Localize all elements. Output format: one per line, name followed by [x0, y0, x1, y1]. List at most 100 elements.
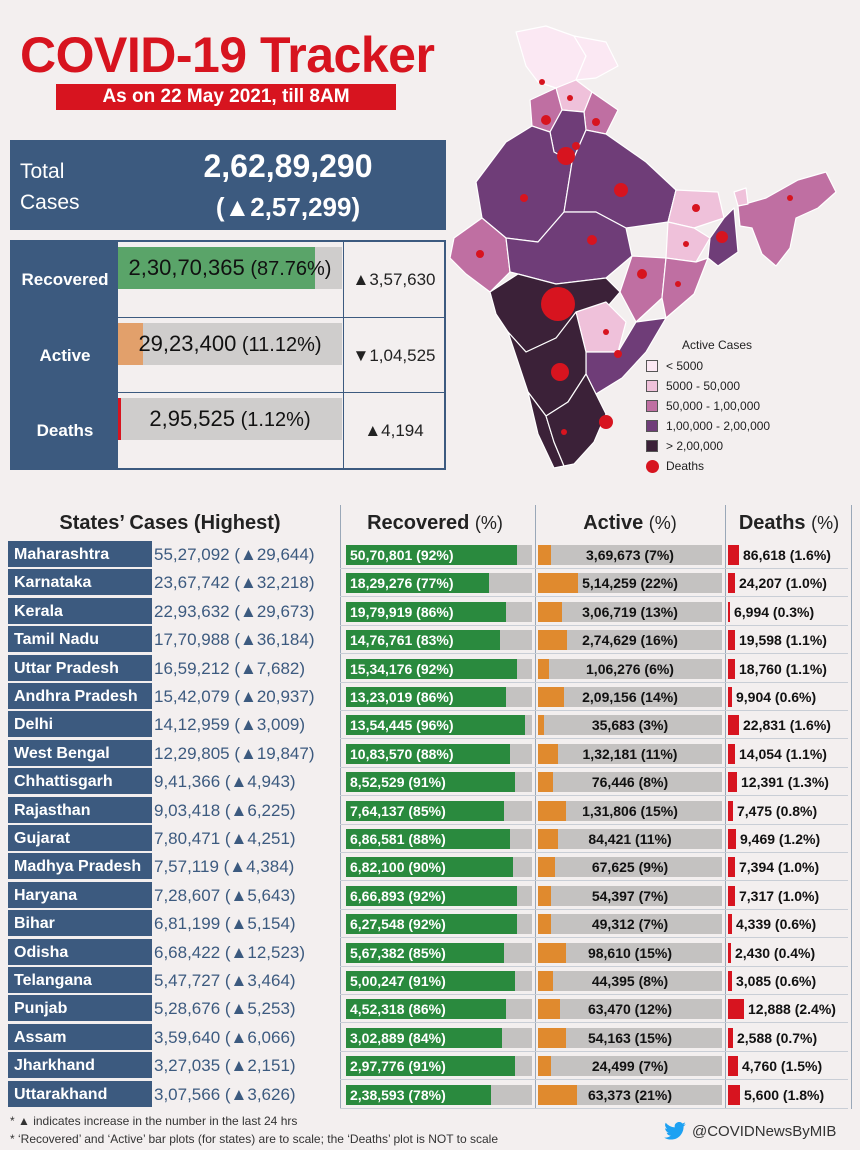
recovered-bar	[346, 545, 517, 565]
summary-value-number: 29,23,400	[138, 331, 237, 356]
active-bar	[538, 999, 560, 1019]
recovered-label: 2,38,593 (78%)	[350, 1087, 446, 1103]
map-region-northeast	[737, 171, 837, 267]
active-bar	[538, 687, 564, 707]
recovered-label: 6,82,100 (90%)	[350, 859, 446, 875]
deaths-bar	[728, 1056, 738, 1076]
active-label: 1,32,181 (11%)	[582, 746, 678, 762]
twitter-handle-text: @COVIDNewsByMIB	[692, 1122, 837, 1140]
summary-value-pct: (1.12%)	[240, 409, 311, 431]
recovered-bar	[346, 943, 504, 963]
row-divider	[340, 1022, 848, 1023]
active-bar-track	[538, 715, 722, 735]
recovered-bar-track	[346, 573, 532, 593]
state-name: Uttar Pradesh	[8, 655, 152, 682]
active-label: 24,499 (7%)	[591, 1058, 669, 1074]
table-row: Bihar 6,81,199 (▲5,154) 6,27,548 (92%) 49,3…	[8, 910, 848, 937]
deaths-label: 9,904 (0.6%)	[736, 689, 817, 705]
deaths-label: 18,760 (1.1%)	[739, 661, 827, 677]
divider-active	[535, 505, 536, 1109]
summary-value: 2,95,525 (1.12%)	[118, 398, 342, 440]
summary-bar-fill	[118, 247, 315, 289]
state-cases: 3,27,035 (▲2,151)	[154, 1056, 296, 1075]
footnote-1: * ▲ indicates increase in the number in …	[10, 1114, 298, 1128]
legend-swatch	[646, 440, 658, 452]
deaths-dot-assam	[787, 195, 793, 201]
state-name: Telangana	[8, 967, 152, 994]
legend-item: 50,000 - 1,00,000	[646, 396, 770, 416]
active-bar	[538, 971, 553, 991]
state-name: Delhi	[8, 711, 152, 738]
state-cases: 9,41,366 (▲4,943)	[154, 772, 296, 791]
active-bar	[538, 630, 567, 650]
legend-swatch	[646, 420, 658, 432]
active-bar	[538, 914, 551, 934]
active-bar	[538, 545, 551, 565]
active-bar-track	[538, 1085, 722, 1105]
recovered-label: 3,02,889 (84%)	[350, 1030, 446, 1046]
table-row: Punjab 5,28,676 (▲5,253) 4,52,318 (86%) 63,…	[8, 995, 848, 1022]
recovered-label: 6,86,581 (88%)	[350, 831, 446, 847]
deaths-label: 2,430 (0.4%)	[735, 945, 816, 961]
state-name: Bihar	[8, 910, 152, 937]
header-recovered: Recovered (%)	[340, 507, 530, 539]
deaths-dot-jammu-kashmir	[539, 79, 545, 85]
table-row: Telangana 5,47,727 (▲3,464) 5,00,247 (91%)…	[8, 967, 848, 994]
state-cases: 3,59,640 (▲6,066)	[154, 1028, 296, 1047]
table-row: Assam 3,59,640 (▲6,066) 3,02,889 (84%) 54,1…	[8, 1024, 848, 1051]
deaths-label: 22,831 (1.6%)	[743, 717, 831, 733]
active-label: 49,312 (7%)	[591, 916, 669, 932]
active-label: 63,373 (21%)	[587, 1087, 673, 1103]
active-label: 2,74,629 (16%)	[582, 632, 678, 648]
active-bar	[538, 801, 566, 821]
recovered-bar-track	[346, 886, 532, 906]
active-label: 76,446 (8%)	[591, 774, 669, 790]
deaths-dot-rajasthan	[520, 194, 528, 202]
recovered-bar-track	[346, 829, 532, 849]
header-deaths-label: Deaths	[738, 512, 806, 534]
recovered-label: 15,34,176 (92%)	[350, 661, 454, 677]
deaths-bar	[728, 886, 735, 906]
state-cases: 16,59,212 (▲7,682)	[154, 659, 306, 678]
divider-deaths	[725, 505, 726, 1109]
twitter-bird-icon	[664, 1122, 686, 1140]
row-divider	[340, 909, 848, 910]
state-cases: 9,03,418 (▲6,225)	[154, 801, 296, 820]
deaths-bar	[728, 687, 732, 707]
map-region-tamil-nadu	[545, 373, 607, 467]
summary-value-number: 2,30,70,365	[128, 255, 245, 280]
summary-value-pct: (87.76%)	[250, 258, 332, 280]
active-bar-track	[538, 659, 722, 679]
row-divider	[340, 852, 848, 853]
table-row: Andhra Pradesh 15,42,079 (▲20,937) 13,23,0…	[8, 683, 848, 710]
recovered-bar-track	[346, 943, 532, 963]
row-divider	[340, 568, 848, 569]
legend-deaths-label: Deaths	[666, 459, 705, 473]
state-name: Rajasthan	[8, 797, 152, 824]
state-cases: 5,28,676 (▲5,253)	[154, 999, 296, 1018]
summary-row-recovered: Recovered 2,30,70,365 (87.76%) ▲3,57,630	[12, 242, 444, 317]
deaths-label: 4,760 (1.5%)	[742, 1058, 823, 1074]
summary-value: 29,23,400 (11.12%)	[118, 323, 342, 365]
active-label: 63,470 (12%)	[587, 1001, 673, 1017]
deaths-label: 9,469 (1.2%)	[740, 831, 821, 847]
twitter-handle[interactable]: @COVIDNewsByMIB	[664, 1122, 836, 1140]
row-divider	[340, 1108, 848, 1109]
active-label: 54,163 (15%)	[587, 1030, 673, 1046]
legend-item: 1,00,000 - 2,00,000	[646, 416, 770, 436]
active-bar-track	[538, 857, 722, 877]
legend-item-label: < 5000	[666, 359, 704, 373]
recovered-bar-track	[346, 999, 532, 1019]
recovered-bar-track	[346, 1028, 532, 1048]
header-deaths: Deaths (%)	[726, 507, 852, 539]
footnote-2: * ‘Recovered’ and ‘Active’ bar plots (fo…	[10, 1132, 498, 1146]
active-label: 67,625 (9%)	[591, 859, 669, 875]
deaths-bar	[728, 772, 737, 792]
total-cases-delta: (▲2,57,299)	[215, 192, 361, 222]
legend-swatch	[646, 400, 658, 412]
active-label: 98,610 (15%)	[587, 945, 673, 961]
state-cases: 7,28,607 (▲5,643)	[154, 886, 296, 905]
legend-item-label: 50,000 - 1,00,000	[666, 399, 761, 413]
state-name: Karnataka	[8, 569, 152, 596]
date-badge: As on 22 May 2021, till 8AM	[56, 84, 396, 110]
